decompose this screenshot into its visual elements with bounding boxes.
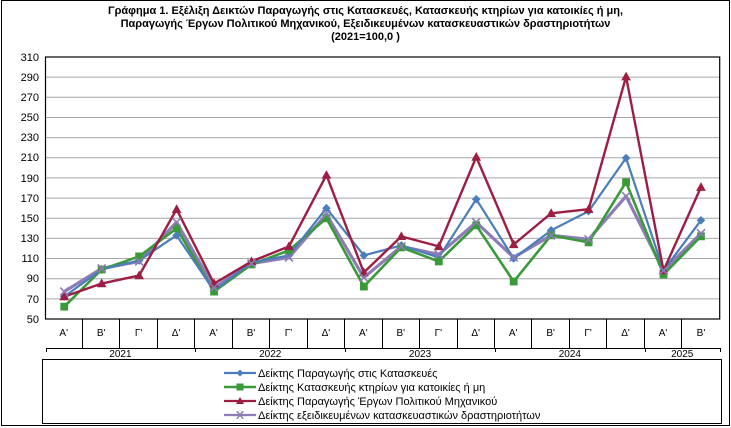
svg-text:210: 210 (21, 152, 39, 164)
svg-text:50: 50 (27, 314, 39, 326)
svg-text:230: 230 (21, 132, 39, 144)
svg-text:90: 90 (27, 273, 39, 285)
svg-text:310: 310 (21, 52, 39, 64)
svg-text:190: 190 (21, 173, 39, 185)
svg-text:110: 110 (21, 253, 39, 265)
svg-text:170: 170 (21, 193, 39, 205)
svg-text:250: 250 (21, 112, 39, 124)
svg-text:270: 270 (21, 92, 39, 104)
svg-text:150: 150 (21, 213, 39, 225)
svg-text:130: 130 (21, 233, 39, 245)
svg-text:70: 70 (27, 294, 39, 306)
svg-text:290: 290 (21, 72, 39, 84)
